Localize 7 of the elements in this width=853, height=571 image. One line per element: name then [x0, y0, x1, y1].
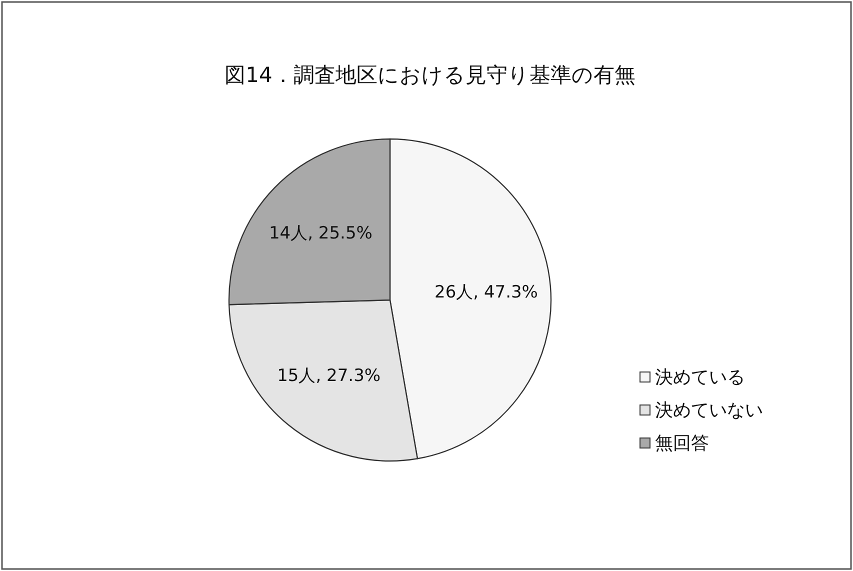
legend-label: 決めていない	[655, 400, 763, 421]
data-label: 15人, 27.3%	[277, 366, 381, 386]
legend-label: 決めている	[655, 367, 745, 388]
data-label: 26人, 47.3%	[434, 282, 538, 303]
legend-label: 無回答	[655, 433, 709, 454]
data-label: 14人, 25.5%	[269, 224, 372, 244]
chart-title: 図14．調査地区における見守り基準の有無	[224, 63, 636, 87]
